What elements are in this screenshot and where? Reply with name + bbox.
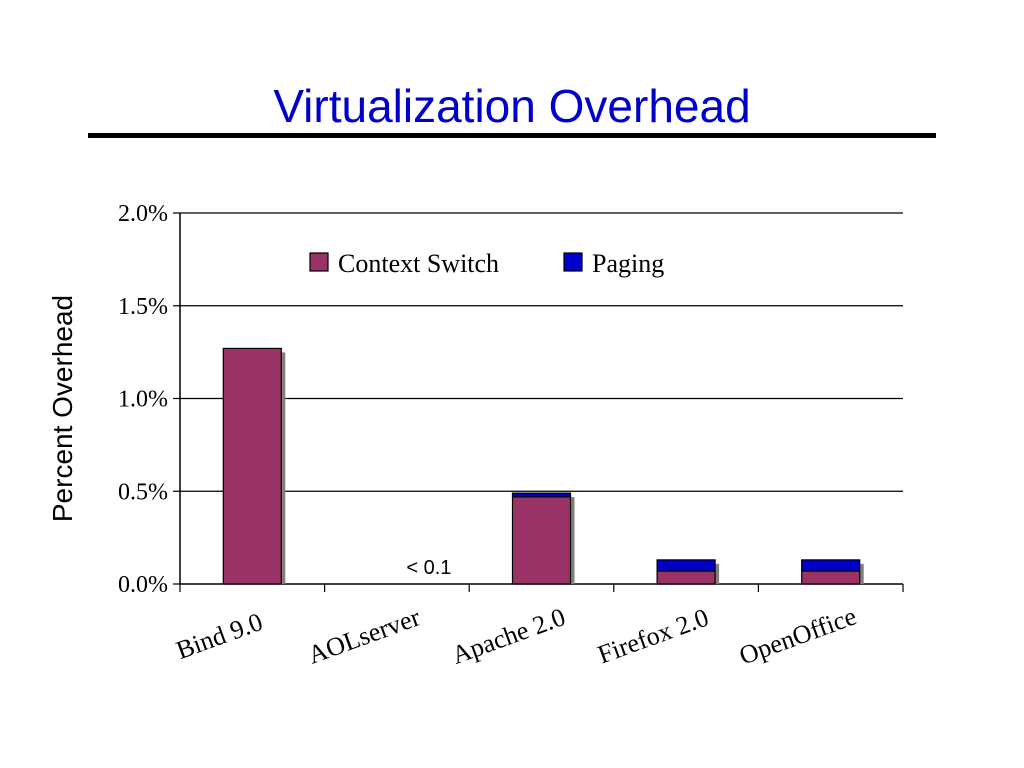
y-tick-label: 2.0%: [118, 201, 168, 227]
bar-context-switch: [511, 496, 572, 585]
bar-context-switch: [222, 347, 282, 585]
y-tick-label: 0.5%: [118, 479, 168, 505]
legend-label-paging: Paging: [592, 249, 664, 278]
y-tick-label: 1.5%: [118, 294, 168, 320]
title-underline: [88, 133, 936, 138]
legend-swatch-paging: [563, 252, 583, 272]
y-tick-label: 1.0%: [118, 387, 168, 413]
bar-context-switch: [801, 570, 861, 585]
x-category-label: Bind 9.0: [172, 607, 266, 665]
y-axis-title: Percent Overhead: [47, 295, 78, 522]
x-category-label: AOLserver: [304, 602, 424, 669]
bar-paging: [656, 559, 716, 572]
slide-title: Virtualization Overhead: [273, 80, 751, 132]
bar-context-switch: [656, 570, 716, 585]
bar-paging: [801, 559, 861, 572]
x-category-label: Firefox 2.0: [594, 603, 712, 670]
legend-label-context-switch: Context Switch: [338, 249, 499, 278]
x-category-label: OpenOffice: [735, 601, 860, 670]
x-category-label: Apache 2.0: [448, 602, 569, 670]
bar-annotation: < 0.1: [406, 557, 451, 579]
legend-swatch-context-switch: [309, 252, 329, 272]
y-tick-label: 0.0%: [118, 572, 168, 598]
bar-paging: [511, 492, 572, 498]
